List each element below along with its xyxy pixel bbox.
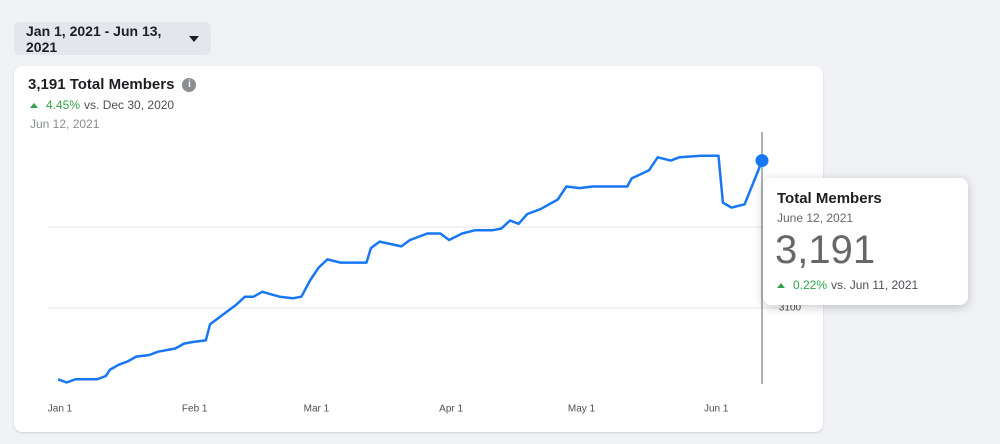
date-range: Jan 1, 2021 - Jun 13, 2021: [26, 22, 162, 55]
x-tick-label: Apr 1: [439, 404, 463, 415]
x-tick-label: Mar 1: [304, 404, 330, 415]
tooltip-change-row: 0.22% vs. Jun 11, 2021: [777, 278, 918, 292]
tooltip-date: June 12, 2021: [777, 211, 854, 225]
selected-date: Jun 12, 2021: [30, 117, 100, 131]
tooltip-comparison: vs. Jun 11, 2021: [831, 278, 919, 292]
date-range-button[interactable]: Jan 1, 2021 - Jun 13, 2021: [14, 22, 211, 55]
info-icon[interactable]: i: [182, 77, 197, 92]
card-title-row: 3,191 Total Members i: [28, 76, 197, 93]
up-arrow: [777, 282, 785, 288]
tooltip-title: Total Members: [777, 190, 882, 207]
tooltip: Total Members June 12, 2021 3,191 0.22% …: [763, 178, 968, 305]
x-tick-label: Jun 1: [704, 404, 729, 415]
up-arrow: [30, 102, 38, 108]
change-row: 4.45% vs. Dec 30, 2020: [30, 98, 174, 112]
x-tick-label: Jan 1: [48, 404, 73, 415]
line-series: [57, 154, 764, 384]
comparison: vs. Dec 30, 2020: [84, 98, 175, 112]
dropdown-caret: [189, 35, 199, 42]
x-tick-label: May 1: [568, 404, 596, 415]
tooltip-value: 3,191: [775, 228, 876, 272]
tooltip-change: 0.22%: [793, 278, 828, 292]
hover-point: [755, 154, 769, 168]
card-title: 3,191 Total Members: [28, 76, 175, 93]
change: 4.45%: [46, 98, 81, 112]
y-tick-label: 3100: [779, 303, 802, 314]
chart-card: 3,191 Total Members i 4.45% vs. Dec 30, …: [14, 66, 823, 432]
x-tick-label: Feb 1: [182, 404, 208, 415]
